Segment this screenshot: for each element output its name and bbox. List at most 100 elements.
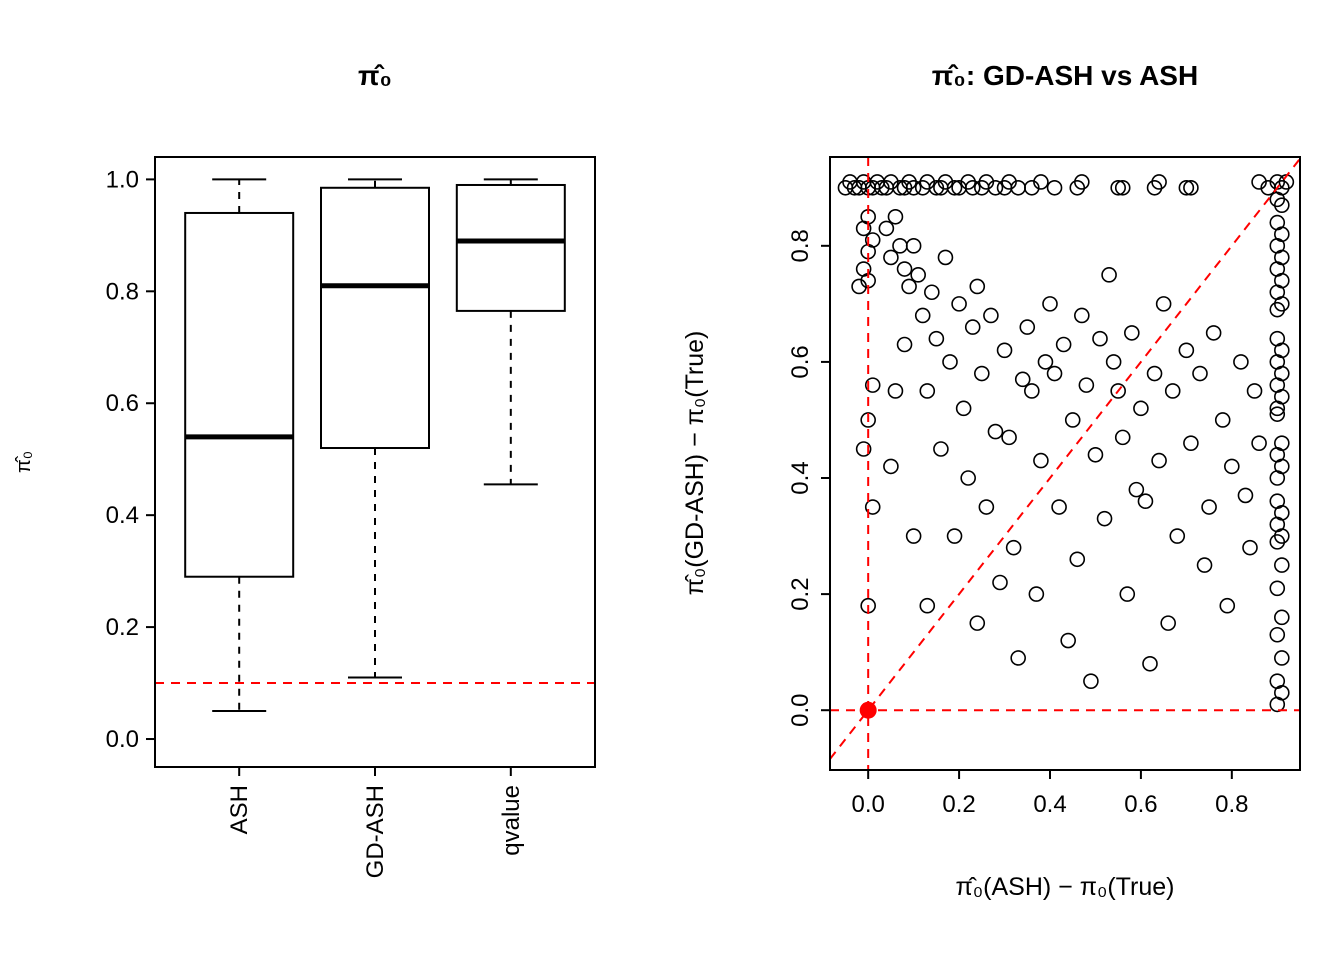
- scatter-point: [928, 330, 945, 347]
- scatter-point: [1178, 342, 1195, 359]
- scatter-point: [1055, 336, 1072, 353]
- y-tick-label: 0.6: [787, 345, 814, 378]
- scatter-point: [992, 574, 1008, 591]
- iqr-box: [320, 186, 430, 450]
- scatter-point: [878, 220, 895, 237]
- scatter-point: [1074, 174, 1090, 190]
- scatter-point: [1092, 330, 1108, 347]
- scatter-point: [1224, 458, 1240, 475]
- scatter-point: [914, 307, 931, 324]
- scatter-point: [1192, 365, 1208, 382]
- scatter-point: [1269, 580, 1286, 597]
- scatter-point: [983, 307, 999, 324]
- scatter-point: [1269, 626, 1286, 643]
- scatter-point: [1133, 400, 1149, 417]
- scatter-point: [1246, 383, 1263, 399]
- scatter-point: [1274, 557, 1290, 573]
- scatter-point: [928, 179, 945, 196]
- scatter-point: [1251, 174, 1267, 190]
- y-tick-label: 1.0: [106, 166, 139, 193]
- scatter-point: [1005, 539, 1022, 556]
- scatter-point: [1274, 650, 1290, 666]
- scatter-point: [887, 383, 904, 399]
- scatter-point: [864, 377, 881, 393]
- scatter-point: [1119, 586, 1136, 602]
- scatter-point: [1114, 429, 1131, 446]
- scatter-point: [1233, 354, 1249, 370]
- box-GD-ASH: [320, 178, 430, 679]
- scatter-point: [860, 412, 876, 428]
- scatter-point: [1160, 615, 1176, 631]
- scatter-point: [987, 423, 1004, 440]
- scatter-point: [978, 174, 995, 190]
- x-tick-label: 0.4: [1033, 791, 1066, 818]
- scatter-point: [1124, 325, 1140, 341]
- scatter-point: [1096, 510, 1113, 527]
- scatter-point: [1128, 481, 1145, 498]
- x-category-label: GD-ASH: [362, 785, 389, 878]
- x-category-label: ASH: [226, 785, 253, 834]
- scatter-point: [1269, 696, 1286, 713]
- scatter-point: [1083, 673, 1099, 689]
- scatter-point: [1274, 197, 1290, 213]
- scatter-point: [1001, 174, 1017, 190]
- scatter-point: [1001, 429, 1017, 446]
- scatter-point: [1110, 179, 1126, 196]
- scatter-point: [969, 615, 986, 631]
- x-tick-label: 0.6: [1124, 791, 1157, 818]
- y-tick-label: 0.8: [106, 278, 139, 305]
- scatter-frame: [829, 156, 1301, 771]
- y-tick-label: 0.0: [106, 726, 139, 753]
- scatter-point: [1024, 383, 1040, 399]
- scatter-point: [1114, 179, 1131, 196]
- scatter-point: [937, 249, 954, 266]
- scatter-point: [1046, 365, 1063, 382]
- boxplot-y-axis-label: π̂₀: [13, 451, 35, 473]
- scatter-x-axis-label: π̂₀(ASH) − π₀(True): [956, 873, 1175, 901]
- scatter-point: [1183, 179, 1199, 196]
- scatter-point: [1201, 499, 1217, 515]
- box-ASH: [184, 178, 295, 713]
- boxplot-panel: 0.0 0.2 0.4 0.6 0.8 1.0 ASH GD-ASH qvalue: [106, 156, 596, 878]
- origin-point: [859, 701, 877, 719]
- y-tick-label: 0.2: [106, 614, 139, 641]
- scatter-point: [1178, 179, 1195, 196]
- scatter-point: [1274, 609, 1290, 626]
- scatter-point: [1214, 412, 1231, 428]
- scatter-point: [1033, 452, 1049, 469]
- scatter-point: [1183, 435, 1199, 451]
- iqr-box: [455, 183, 566, 312]
- scatter-point: [892, 238, 908, 254]
- scatter-point: [964, 179, 981, 196]
- scatter-point: [1269, 534, 1286, 550]
- scatter-point: [905, 179, 922, 196]
- scatter-point: [1019, 319, 1036, 335]
- scatter-point: [978, 499, 995, 515]
- y-tick-label: 0.8: [787, 229, 814, 262]
- scatter-point: [1060, 632, 1076, 649]
- scatter-point: [1014, 371, 1031, 388]
- scatter-point: [1033, 174, 1049, 190]
- scatter-point: [855, 220, 872, 237]
- reference-diagonal: [829, 158, 1301, 760]
- scatter-point: [919, 597, 936, 614]
- scatter-point: [964, 319, 981, 335]
- scatter-point: [1237, 487, 1254, 504]
- scatter-point: [1196, 557, 1213, 573]
- scatter-title: π̂₀: GD-ASH vs ASH: [932, 60, 1198, 91]
- scatter-point: [951, 296, 967, 312]
- scatter-point: [1269, 470, 1286, 486]
- scatter-point: [1269, 400, 1286, 417]
- scatter-point: [955, 400, 972, 417]
- boxplot-frame: [154, 156, 596, 768]
- scatter-point: [905, 528, 922, 544]
- scatter-point: [1064, 412, 1081, 428]
- scatter-point: [1137, 493, 1154, 510]
- scatter-point: [946, 528, 963, 544]
- scatter-point: [896, 336, 913, 353]
- scatter-point: [1205, 325, 1222, 341]
- scatter-point: [1151, 452, 1167, 469]
- y-tick-label: 0.6: [106, 390, 139, 417]
